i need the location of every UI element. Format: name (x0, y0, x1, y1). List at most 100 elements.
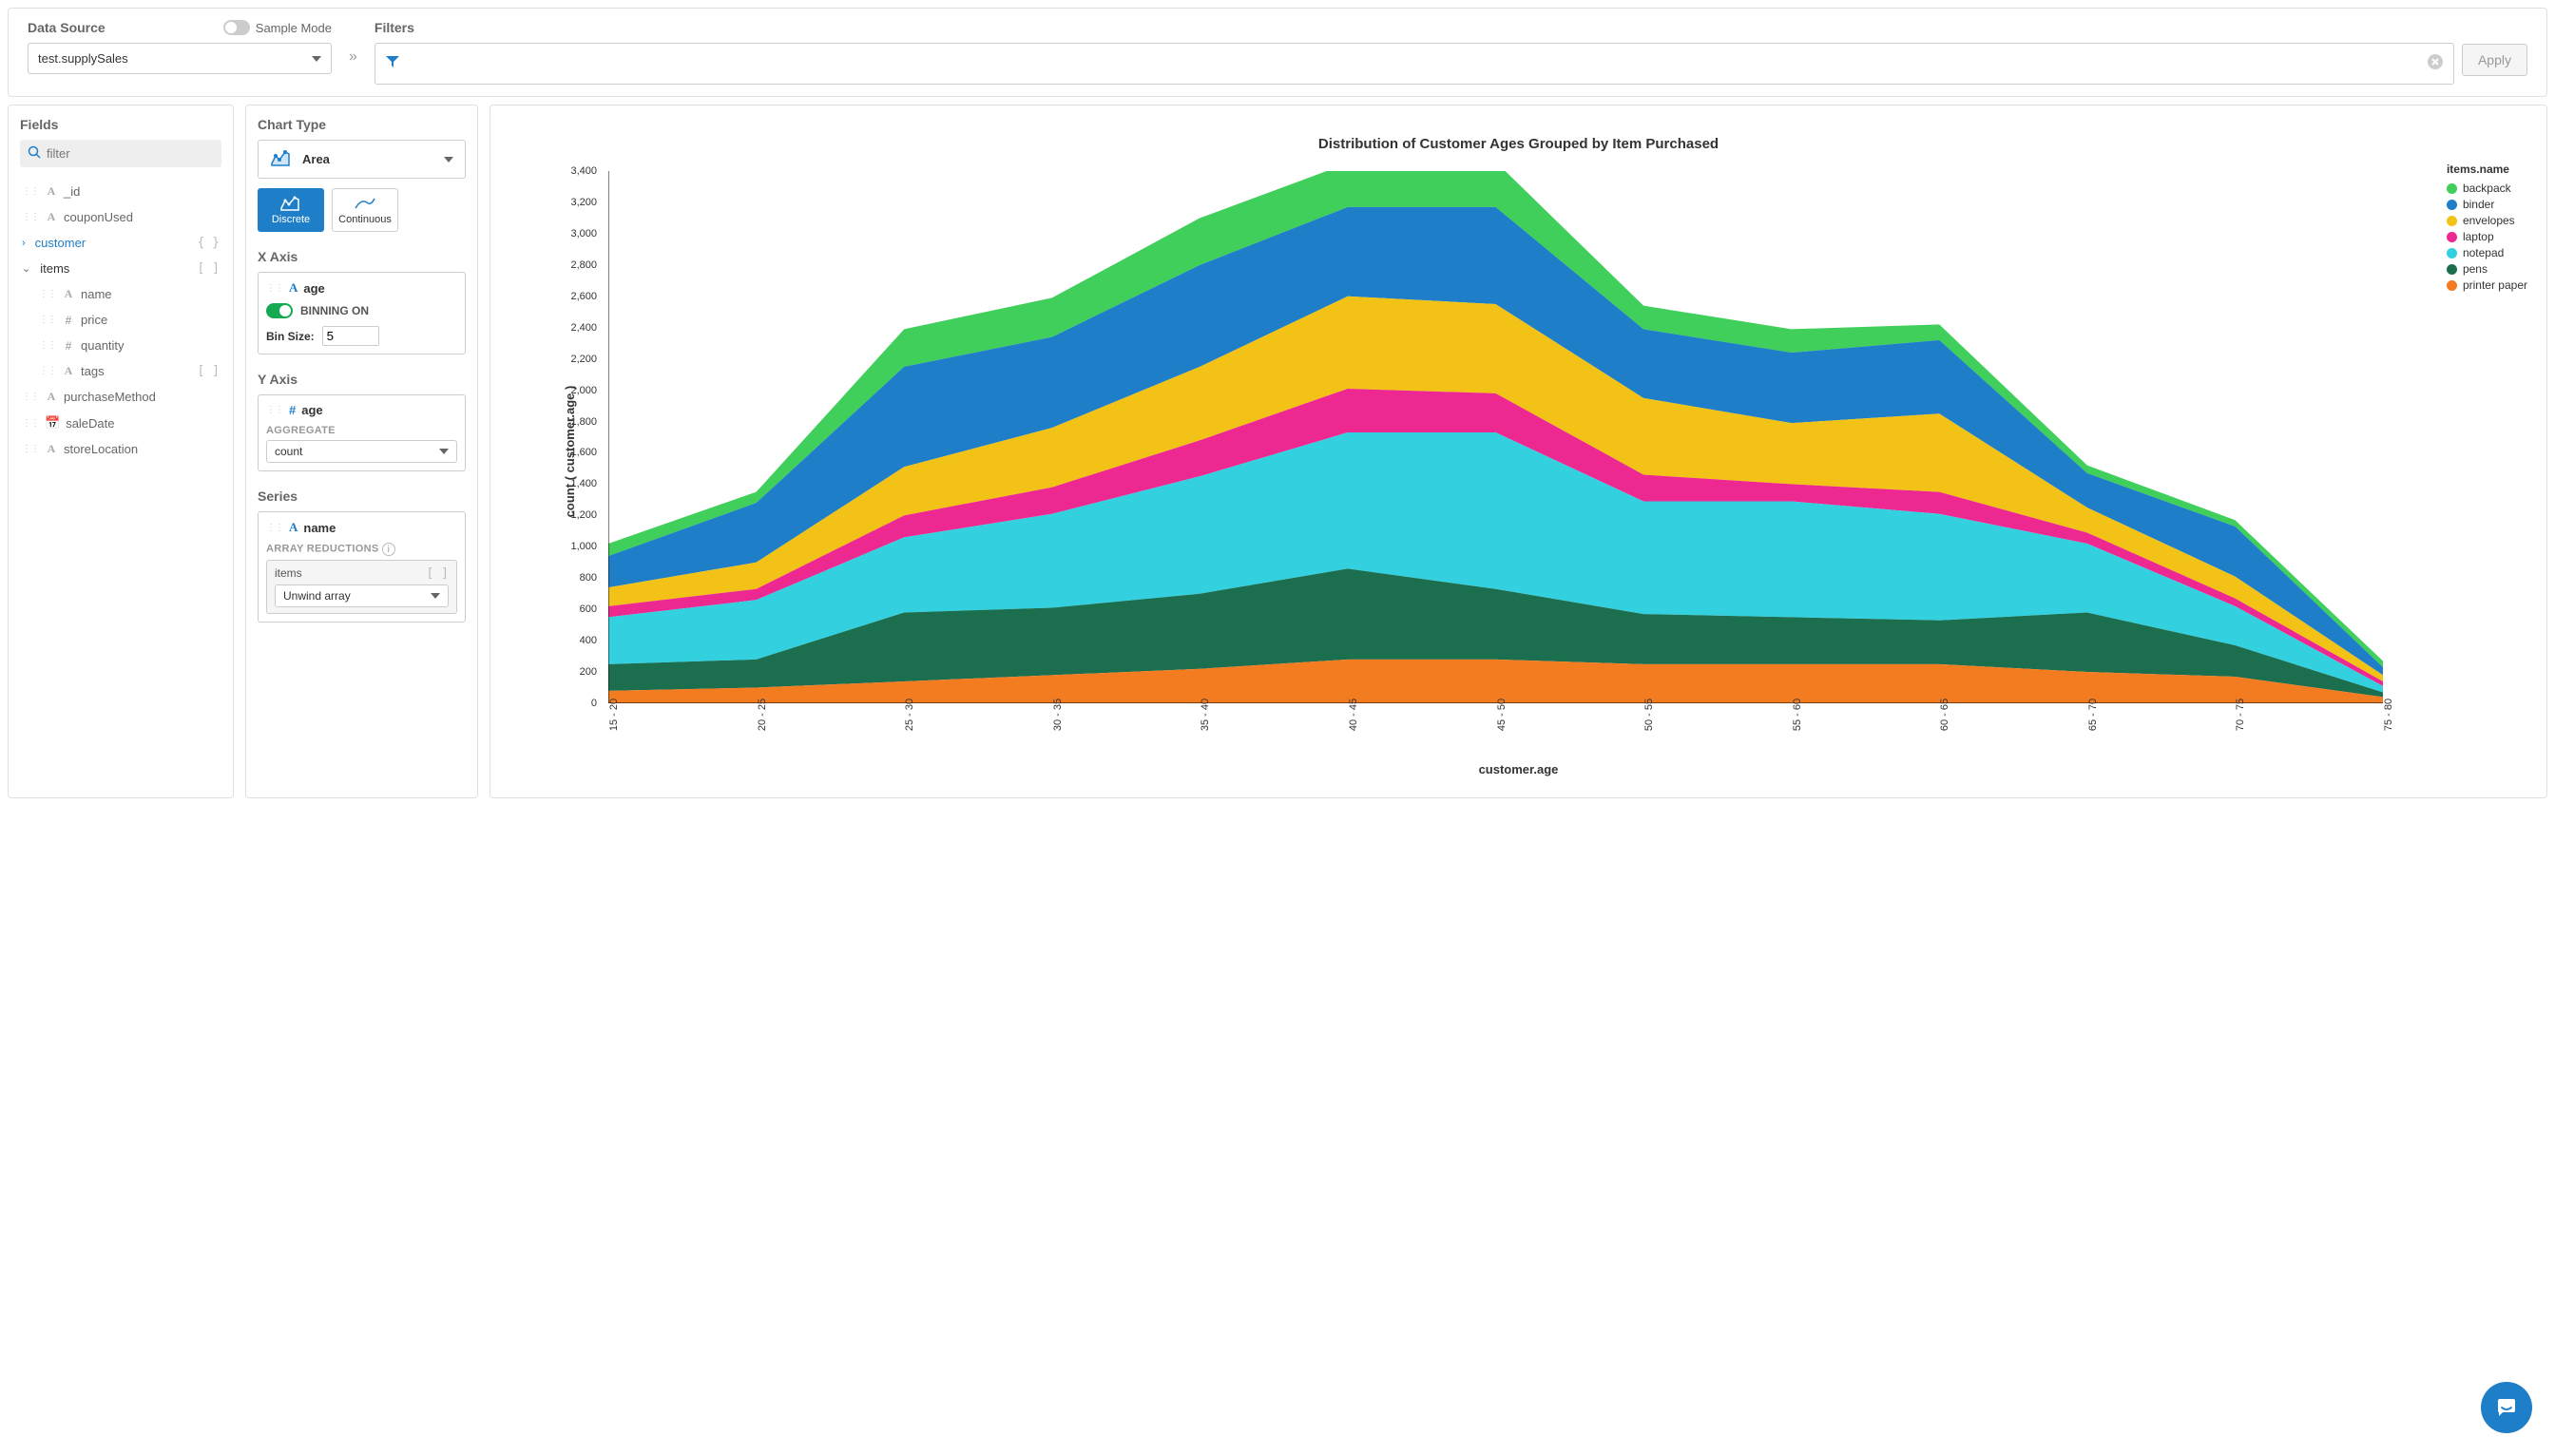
field-row-saleDate[interactable]: ⋮⋮📅saleDate (20, 410, 221, 436)
grip-icon: ⋮⋮ (266, 523, 283, 533)
legend-item-backpack[interactable]: backpack (2447, 182, 2527, 195)
field-row-_id[interactable]: ⋮⋮A_id (20, 179, 221, 204)
fields-filter-text[interactable] (47, 146, 214, 161)
apply-button[interactable]: Apply (2462, 44, 2527, 76)
y-tick-label: 1,400 (570, 478, 597, 489)
x-tick-label: 70 - 75 (2235, 699, 2246, 731)
chat-fab[interactable] (2481, 1382, 2532, 1433)
array-reduction-box[interactable]: items [ ] Unwind array (266, 560, 457, 614)
array-icon: [ ] (427, 566, 449, 581)
field-row-name[interactable]: ⋮⋮Aname (20, 281, 221, 307)
y-tick-label: 0 (591, 698, 597, 709)
legend-item-envelopes[interactable]: envelopes (2447, 214, 2527, 227)
y-tick-label: 1,600 (570, 447, 597, 458)
legend-item-pens[interactable]: pens (2447, 262, 2527, 276)
filters-block: Filters Apply (375, 20, 2527, 85)
binning-toggle[interactable] (266, 303, 293, 318)
filters-label: Filters (375, 20, 414, 35)
x-tick-label: 25 - 30 (904, 699, 915, 731)
arrow-right-icon: » (343, 20, 363, 66)
grip-icon: ⋮⋮ (266, 283, 283, 294)
encoding-panel: Chart Type Area Discrete Continuous (245, 105, 478, 798)
grip-icon: ⋮⋮ (266, 405, 283, 415)
chat-icon (2493, 1394, 2520, 1421)
x-tick-label: 30 - 35 (1052, 699, 1064, 731)
y-tick-label: 1,000 (570, 541, 597, 552)
sample-mode-toggle[interactable]: Sample Mode (223, 20, 332, 35)
data-source-block: Data Source Sample Mode test.supplySales (28, 20, 332, 74)
chart-type-select[interactable]: Area (258, 140, 466, 179)
x-tick-label: 50 - 55 (1643, 699, 1655, 731)
field-type-icon: A (289, 520, 298, 535)
data-source-select[interactable]: test.supplySales (28, 43, 332, 74)
field-row-storeLocation[interactable]: ⋮⋮AstoreLocation (20, 436, 221, 462)
y-tick-label: 2,000 (570, 385, 597, 396)
chart-type-label: Chart Type (258, 117, 466, 132)
x-axis-ticks: 15 - 2020 - 2525 - 3030 - 3535 - 4040 - … (608, 707, 2383, 758)
chevron-down-icon (312, 56, 321, 62)
y-field-name: age (301, 403, 322, 417)
x-tick-label: 35 - 40 (1200, 699, 1211, 731)
x-tick-label: 75 - 80 (2383, 699, 2394, 731)
series-label: Series (258, 489, 466, 504)
area-chart-svg (608, 171, 2383, 703)
fields-panel: Fields ⋮⋮A_id⋮⋮AcouponUsed›customer{ }⌄i… (8, 105, 234, 798)
field-row-price[interactable]: ⋮⋮#price (20, 307, 221, 333)
field-type-icon: A (289, 280, 298, 296)
y-axis-encoding[interactable]: ⋮⋮ # age AGGREGATE count (258, 394, 466, 471)
y-tick-label: 200 (580, 666, 597, 678)
x-axis-encoding[interactable]: ⋮⋮ A age BINNING ON Bin Size: (258, 272, 466, 354)
x-tick-label: 60 - 65 (1939, 699, 1950, 731)
top-bar: Data Source Sample Mode test.supplySales… (8, 8, 2547, 97)
legend-item-laptop[interactable]: laptop (2447, 230, 2527, 243)
filter-input-bar[interactable] (375, 43, 2454, 85)
fields-title: Fields (20, 117, 221, 132)
chevron-down-icon (444, 157, 453, 163)
chevron-down-icon (431, 593, 440, 599)
x-axis-title: customer.age (502, 762, 2535, 776)
series-field-name: name (303, 521, 336, 535)
data-source-value: test.supplySales (38, 51, 128, 66)
reduction-select[interactable]: Unwind array (275, 584, 449, 607)
field-row-purchaseMethod[interactable]: ⋮⋮ApurchaseMethod (20, 384, 221, 410)
x-field-name: age (303, 281, 324, 296)
fields-list: ⋮⋮A_id⋮⋮AcouponUsed›customer{ }⌄items[ ]… (20, 179, 221, 462)
field-row-quantity[interactable]: ⋮⋮#quantity (20, 333, 221, 358)
chart-plot-area: 02004006008001,0001,2001,4001,6001,8002,… (559, 171, 2383, 703)
y-axis-label: Y Axis (258, 372, 466, 387)
plot-svg-container (608, 171, 2383, 703)
main-content: Fields ⋮⋮A_id⋮⋮AcouponUsed›customer{ }⌄i… (8, 105, 2547, 798)
filter-icon (385, 54, 400, 74)
fields-filter-input[interactable] (20, 140, 221, 167)
aggregate-select[interactable]: count (266, 440, 457, 463)
x-tick-label: 15 - 20 (608, 699, 620, 731)
discrete-mode-button[interactable]: Discrete (258, 188, 324, 232)
y-tick-label: 400 (580, 635, 597, 646)
legend-item-printer-paper[interactable]: printer paper (2447, 278, 2527, 292)
field-row-customer[interactable]: ›customer{ } (20, 230, 221, 256)
series-encoding[interactable]: ⋮⋮ A name ARRAY REDUCTIONS i items [ ] U… (258, 511, 466, 623)
array-reductions-label: ARRAY REDUCTIONS i (259, 535, 465, 560)
field-row-tags[interactable]: ⋮⋮Atags[ ] (20, 358, 221, 384)
y-tick-label: 1,800 (570, 416, 597, 428)
clear-filter-icon[interactable] (2427, 53, 2444, 75)
y-tick-label: 2,800 (570, 259, 597, 271)
binning-label: BINNING ON (300, 304, 369, 317)
x-tick-label: 55 - 60 (1792, 699, 1803, 731)
aggregate-label: AGGREGATE (259, 417, 465, 440)
y-tick-label: 3,000 (570, 228, 597, 239)
field-row-items[interactable]: ⌄items[ ] (20, 256, 221, 281)
legend-item-binder[interactable]: binder (2447, 198, 2527, 211)
y-tick-label: 600 (580, 603, 597, 615)
info-icon[interactable]: i (382, 543, 395, 556)
y-tick-label: 800 (580, 572, 597, 584)
bin-size-input[interactable] (322, 326, 379, 346)
field-row-couponUsed[interactable]: ⋮⋮AcouponUsed (20, 204, 221, 230)
x-tick-label: 45 - 50 (1496, 699, 1508, 731)
continuous-mode-button[interactable]: Continuous (332, 188, 398, 232)
y-tick-label: 3,400 (570, 165, 597, 177)
continuous-icon (354, 195, 376, 212)
x-axis-label: X Axis (258, 249, 466, 264)
legend-item-notepad[interactable]: notepad (2447, 246, 2527, 259)
field-type-icon: # (289, 403, 296, 417)
